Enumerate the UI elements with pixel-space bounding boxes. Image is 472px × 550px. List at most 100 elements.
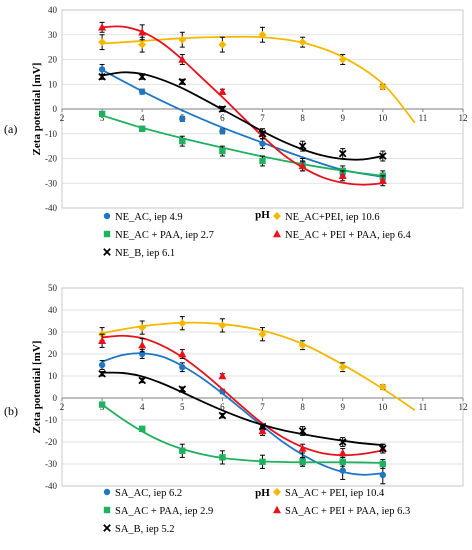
data-point: [298, 161, 307, 170]
legend-marker: [273, 229, 281, 238]
data-point: [378, 176, 387, 184]
y-tick-label: 10: [48, 79, 58, 89]
y-tick-label: -20: [45, 437, 57, 447]
x-tick-label: 9: [340, 113, 345, 123]
y-tick-label: 50: [48, 283, 58, 293]
data-point: [299, 458, 306, 465]
x-tick-label: 3: [100, 113, 105, 123]
data-point: [218, 411, 227, 420]
data-point: [98, 72, 106, 81]
data-point: [218, 87, 227, 95]
legend-marker: [103, 248, 111, 256]
x-tick-label: 7: [260, 402, 265, 412]
data-point: [378, 82, 387, 91]
y-tick-label: -10: [45, 129, 57, 139]
data-point: [259, 140, 266, 147]
data-point: [338, 171, 347, 180]
y-tick-label: 20: [48, 349, 58, 359]
legend-item: NE_AC, iep 4.9: [103, 212, 183, 223]
data-point: [298, 142, 307, 150]
x-tick-label: 12: [459, 113, 468, 123]
x-tick-label: 11: [419, 113, 428, 123]
data-point: [179, 137, 186, 145]
series-4: [98, 71, 387, 162]
data-point: [138, 376, 147, 385]
x-tick-label: 9: [340, 402, 345, 412]
data-point: [298, 341, 307, 350]
x-tick-label: 6: [220, 402, 225, 412]
legend-item: SA_AC + PEI + PAA, iep 6.3: [273, 505, 410, 517]
legend: SA_AC, iep 6.2 SA_AC + PEI, iep 10.4 SA_AC…: [103, 488, 410, 535]
panel-b: 50403020100-10-20-30-4023456789101112pHZ…: [4, 283, 468, 535]
x-tick-label: 6: [220, 113, 225, 123]
trend-line: [102, 25, 383, 186]
trend-line: [102, 371, 383, 446]
data-point: [138, 40, 147, 49]
trend-line: [101, 114, 383, 177]
series-4: [98, 369, 387, 454]
legend-label: NE_B, iep 6.1: [115, 248, 175, 259]
y-tick-label: -10: [45, 415, 57, 425]
trend-line: [101, 71, 383, 161]
plot-frame: [61, 287, 464, 487]
y-tick-label: -20: [45, 154, 57, 164]
data-point: [298, 444, 307, 452]
series-1: [98, 26, 416, 124]
y-tick-label: 0: [53, 393, 58, 403]
data-point: [378, 152, 387, 160]
data-point: [138, 28, 147, 36]
y-tick-label: -30: [45, 178, 57, 188]
data-point: [138, 341, 147, 349]
data-point: [139, 425, 146, 432]
data-point: [178, 55, 187, 63]
data-point: [218, 371, 227, 380]
legend-label: SA_B, iep 5.2: [115, 524, 175, 535]
y-tick-label: -30: [45, 459, 57, 469]
data-point: [379, 460, 386, 468]
data-point: [98, 23, 107, 31]
y-axis-label: Zeta potential [mV]: [31, 341, 43, 434]
data-point: [139, 88, 146, 95]
x-tick-label: 2: [60, 402, 65, 412]
legend-label: SA_AC + PAA, iep 2.9: [115, 506, 213, 517]
trend-line: [102, 35, 416, 124]
data-point: [138, 323, 147, 332]
legend-item: NE_AC + PAA, iep 2.7: [103, 230, 214, 241]
x-tick-label: 7: [260, 113, 265, 123]
data-point: [258, 426, 267, 435]
y-tick-label: 40: [48, 305, 58, 315]
x-tick-label: 10: [378, 113, 388, 123]
legend-label: NE_AC + PAA, iep 2.7: [115, 230, 214, 241]
data-point: [179, 364, 186, 371]
trend-line: [101, 69, 383, 178]
legend-item: SA_AC + PAA, iep 2.9: [103, 506, 213, 517]
data-point: [179, 447, 186, 454]
data-point: [338, 448, 347, 457]
data-point: [298, 38, 307, 47]
legend-marker: [103, 488, 111, 496]
trend-line: [101, 321, 416, 411]
legend-label: SA_AC, iep 6.2: [115, 488, 182, 499]
x-tick-label: 4: [140, 402, 145, 412]
legend: NE_AC, iep 4.9 NE_AC+PEI, iep 10.6 NE_AC +…: [103, 212, 412, 259]
legend-marker: [273, 488, 281, 496]
legend-item: SA_AC + PEI, iep 10.4: [273, 488, 385, 499]
legend-label: NE_AC+PEI, iep 10.6: [285, 212, 380, 223]
data-point: [338, 438, 347, 446]
data-point: [98, 66, 106, 73]
x-tick-label: 4: [140, 113, 145, 123]
data-point: [258, 422, 267, 431]
legend-label: SA_AC + PEI, iep 10.4: [285, 488, 385, 499]
data-point: [259, 458, 266, 465]
legend-item: SA_B, iep 5.2: [103, 524, 175, 535]
legend-item: SA_AC, iep 6.2: [103, 488, 182, 499]
data-point: [379, 471, 386, 479]
trend-line: [101, 352, 383, 476]
y-tick-label: -40: [45, 481, 57, 491]
data-point: [339, 458, 346, 465]
data-point: [219, 128, 226, 135]
legend-marker: [273, 505, 281, 514]
x-tick-label: 5: [180, 402, 185, 412]
x-tick-label: 10: [378, 402, 388, 412]
